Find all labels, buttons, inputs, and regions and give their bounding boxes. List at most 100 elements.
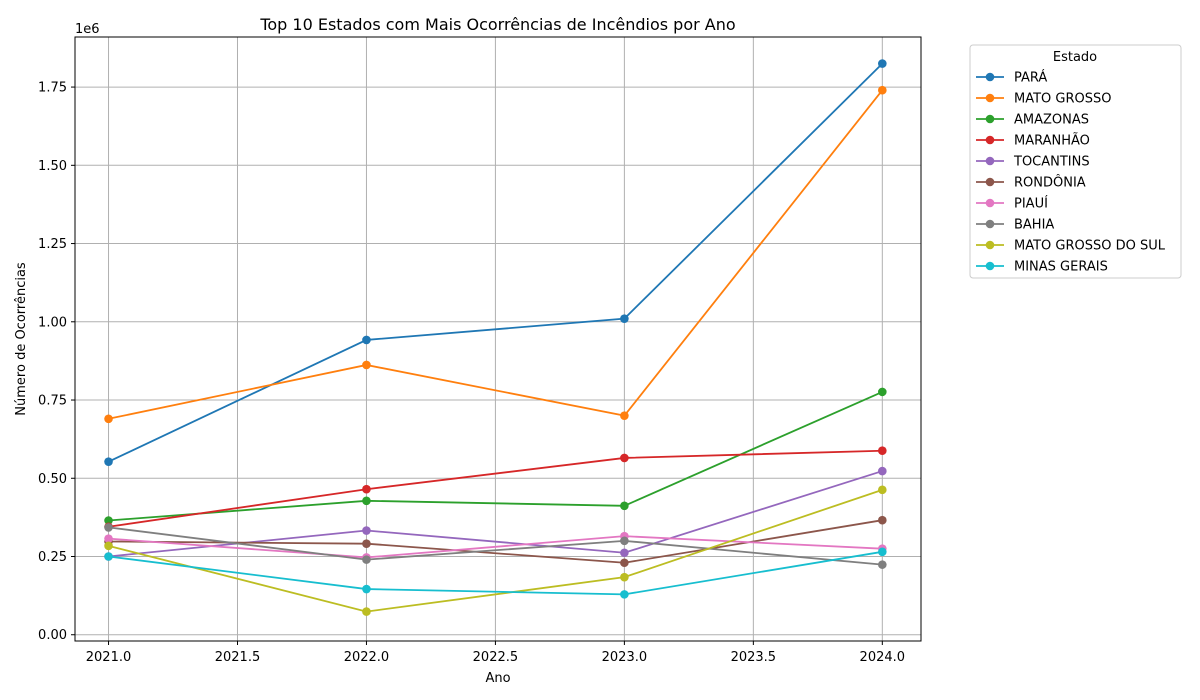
- series-line: [108, 89, 884, 420]
- series-9: [104, 547, 887, 599]
- data-point: [362, 335, 371, 345]
- legend-entry: PARÁ: [976, 70, 1047, 86]
- legend-label: MINAS GERAIS: [1014, 260, 1108, 275]
- y-tick-label: 1.25: [38, 237, 67, 252]
- x-tick-label: 2022.5: [473, 650, 519, 665]
- x-tick-label: 2023.0: [602, 650, 648, 665]
- data-point: [878, 466, 887, 476]
- data-point: [878, 515, 887, 525]
- data-point: [104, 552, 113, 561]
- series-line: [108, 488, 883, 613]
- data-point: [362, 360, 371, 370]
- data-point: [878, 85, 887, 95]
- series-line: [108, 449, 883, 528]
- data-point: [620, 453, 629, 463]
- data-point: [620, 572, 629, 582]
- legend-label: PIAUÍ: [1014, 196, 1048, 212]
- data-point: [620, 501, 629, 511]
- legend-entry: RONDÔNIA: [976, 175, 1086, 191]
- legend-entry: MINAS GERAIS: [976, 260, 1108, 275]
- y-tick-label: 1.50: [38, 159, 67, 174]
- data-point: [362, 526, 371, 535]
- data-point: [104, 534, 113, 543]
- legend-entry: BAHIA: [976, 218, 1054, 233]
- data-point: [878, 387, 887, 397]
- legend-label: MATO GROSSO DO SUL: [1014, 239, 1166, 254]
- series-line: [108, 62, 883, 463]
- data-point: [620, 314, 629, 323]
- data-point: [104, 414, 113, 424]
- legend-label: BAHIA: [1014, 218, 1054, 233]
- y-tick-label: 0.00: [38, 628, 67, 643]
- chart-title: Top 10 Estados com Mais Ocorrências de I…: [259, 15, 735, 34]
- legend-entry: AMAZONAS: [976, 113, 1089, 128]
- legend-label: RONDÔNIA: [1014, 175, 1086, 191]
- data-point: [104, 457, 113, 466]
- x-tick-label: 2023.5: [731, 650, 777, 665]
- x-tick-label: 2021.0: [86, 650, 132, 665]
- y-tick-label: 0.50: [38, 472, 67, 487]
- legend-marker: [985, 177, 995, 187]
- plot-frame: [74, 36, 922, 642]
- y-axis-label: Número de Ocorrências: [14, 262, 29, 416]
- legend-marker: [985, 72, 995, 82]
- legend: Estado PARÁ MATO GROSSO AMAZONAS MARANHÃO TO…: [969, 44, 1182, 279]
- series-line: [108, 526, 883, 566]
- x-tick-label: 2024.0: [860, 650, 906, 665]
- legend-marker: [985, 240, 995, 250]
- data-point: [620, 558, 629, 568]
- data-point: [104, 541, 113, 551]
- legend-label: AMAZONAS: [1014, 113, 1089, 128]
- series-line: [108, 391, 883, 522]
- legend-box: [969, 44, 1182, 279]
- y-offset-text: 1e6: [75, 22, 100, 37]
- data-point: [878, 446, 887, 456]
- legend-entry: MARANHÃO: [976, 133, 1090, 149]
- series-7: [104, 523, 887, 569]
- series-lines: [104, 59, 887, 616]
- data-point: [362, 539, 371, 548]
- x-axis-label: Ano: [485, 671, 510, 686]
- data-point: [620, 548, 629, 558]
- legend-marker: [985, 198, 995, 208]
- data-point: [620, 411, 629, 420]
- legend-label: MARANHÃO: [1014, 133, 1090, 149]
- data-point: [878, 547, 887, 557]
- data-point: [620, 536, 629, 546]
- data-point: [878, 59, 887, 68]
- series-2: [104, 387, 887, 525]
- series-line: [108, 519, 883, 564]
- legend-entry: TOCANTINS: [976, 155, 1090, 170]
- legend-marker: [985, 156, 995, 166]
- series-8: [104, 485, 887, 616]
- data-point: [878, 560, 887, 569]
- legend-marker: [985, 114, 995, 124]
- series-0: [104, 59, 887, 466]
- axis-ticks: 2021.0 2021.5 2022.0 2022.5 2023.0 2023.5 2024…: [38, 81, 905, 665]
- legend-entry: MATO GROSSO DO SUL: [976, 239, 1166, 254]
- legend-marker: [985, 261, 995, 271]
- y-tick-label: 0.75: [38, 394, 67, 409]
- legend-label: MATO GROSSO: [1014, 92, 1111, 107]
- legend-title: Estado: [1053, 50, 1097, 65]
- legend-label: PARÁ: [1014, 70, 1047, 86]
- data-point: [362, 607, 371, 616]
- legend-entry: PIAUÍ: [976, 196, 1048, 212]
- legend-marker: [985, 93, 995, 103]
- y-tick-label: 1.00: [38, 315, 67, 330]
- data-point: [620, 590, 629, 599]
- legend-label: TOCANTINS: [1013, 155, 1090, 170]
- legend-marker: [985, 219, 995, 229]
- legend-entries: PARÁ MATO GROSSO AMAZONAS MARANHÃO TOCANTINS…: [976, 70, 1166, 275]
- data-point: [362, 555, 371, 564]
- series-1: [104, 85, 887, 424]
- data-point: [362, 584, 371, 594]
- data-point: [362, 484, 371, 494]
- legend-entry: MATO GROSSO: [976, 92, 1111, 107]
- y-tick-label: 0.25: [38, 550, 67, 565]
- data-point: [878, 485, 887, 495]
- x-tick-label: 2022.0: [344, 650, 390, 665]
- series-line: [108, 535, 883, 559]
- series-line: [108, 550, 883, 596]
